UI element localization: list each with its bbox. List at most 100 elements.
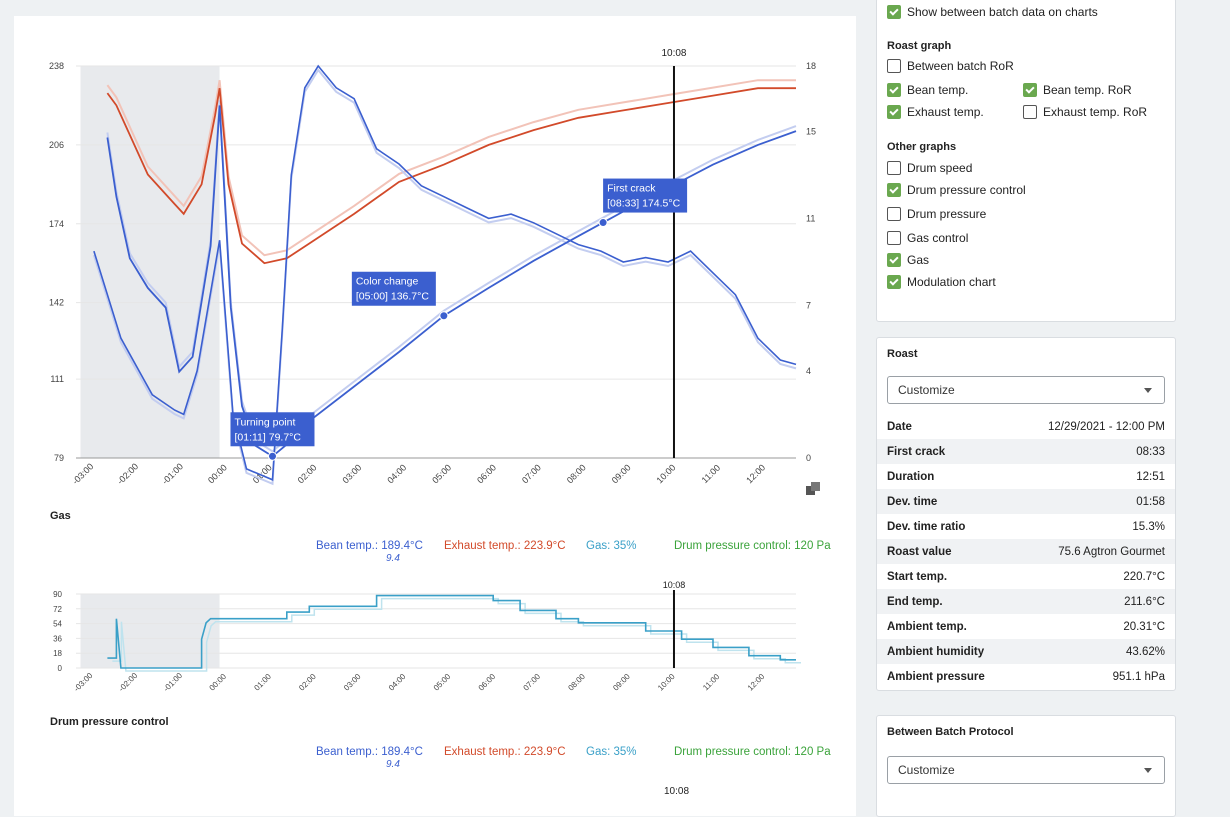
select-value: Customize <box>898 763 955 777</box>
checkbox-bean-temp[interactable]: Bean temp. <box>887 83 968 97</box>
y-right-tick-label: 15 <box>806 126 816 136</box>
table-row: First crack 08:33 <box>877 439 1175 464</box>
checkbox-gas-control[interactable]: Gas control <box>887 231 968 245</box>
y-left-tick-label: 79 <box>54 453 64 463</box>
checkbox-exhaust-temp[interactable]: Exhaust temp. <box>887 105 984 119</box>
chart-options-icon[interactable] <box>806 482 820 496</box>
x-tick-label: 07:00 <box>522 672 543 693</box>
checkbox-drum-speed[interactable]: Drum speed <box>887 161 972 175</box>
legend-bean-temp: Bean temp.: 189.4°C <box>316 540 423 552</box>
x-tick-label: 05:00 <box>430 462 453 485</box>
pre-roast-shaded-area <box>80 66 220 458</box>
checkbox-drum-pressure-control[interactable]: Drum pressure control <box>887 183 1026 197</box>
annotation-label: Color change <box>356 276 419 288</box>
x-tick-label: 10:00 <box>655 462 678 485</box>
checkbox-label: Drum speed <box>907 161 973 175</box>
y-right-tick-label: 4 <box>806 366 811 376</box>
protocol-panel-title: Between Batch Protocol <box>887 726 1014 738</box>
row-value: 211.6°C <box>1124 595 1165 608</box>
y-right-tick-label: 0 <box>806 453 811 463</box>
checkbox-icon <box>887 5 901 19</box>
y-left-tick-label: 111 <box>50 374 64 384</box>
chevron-down-icon <box>1144 388 1152 393</box>
protocol-customize-select[interactable]: Customize <box>887 756 1165 784</box>
x-tick-label: 06:00 <box>477 672 498 693</box>
x-tick-label: 00:00 <box>206 462 229 485</box>
x-tick-label: -03:00 <box>72 671 95 694</box>
gas-legend: Bean temp.: 189.4°C 9.4 Exhaust temp.: 2… <box>14 540 836 570</box>
pre-roast-shaded-area <box>80 594 220 668</box>
table-row: Roast value 75.6 Agtron Gourmet <box>877 539 1175 564</box>
legend-bean-ror: 9.4 <box>386 553 400 564</box>
gas-graph: 0 18 36 54 72 90 -03:00 -02:00 -01:00 00:00 01:00 0… <box>53 580 801 694</box>
y-tick-label: 72 <box>53 605 62 614</box>
y-left-tick-label: 206 <box>49 140 64 150</box>
legend-gas: Gas: 35% <box>586 746 637 758</box>
x-tick-label: 02:00 <box>297 672 318 693</box>
drum-pressure-graph-title: Drum pressure control <box>50 716 169 728</box>
checkbox-label: Bean temp. RoR <box>1043 83 1132 97</box>
checkbox-label: Bean temp. <box>907 83 969 97</box>
checkbox-drum-pressure[interactable]: Drum pressure <box>887 207 986 221</box>
checkbox-icon <box>1023 83 1037 97</box>
x-tick-label: 09:00 <box>610 462 633 485</box>
checkbox-modulation-chart[interactable]: Modulation chart <box>887 275 996 289</box>
x-tick-label: 04:00 <box>385 462 408 485</box>
roast-panel-title: Roast <box>887 348 918 360</box>
checkbox-icon <box>887 183 901 197</box>
checkbox-icon <box>887 275 901 289</box>
legend-exhaust-temp: Exhaust temp.: 223.9°C <box>444 746 566 758</box>
annotation-point <box>439 311 449 321</box>
checkbox-icon <box>887 105 901 119</box>
row-value: 75.6 Agtron Gourmet <box>1058 545 1165 558</box>
legend-bean-temp: Bean temp.: 189.4°C <box>316 746 423 758</box>
table-row: Ambient temp. 20.31°C <box>877 614 1175 639</box>
checkbox-icon <box>887 253 901 267</box>
x-tick-label: 10:00 <box>656 672 677 693</box>
x-tick-label: 12:00 <box>746 672 767 693</box>
checkbox-gas[interactable]: Gas <box>887 253 929 267</box>
annotation-box <box>351 271 436 306</box>
checkbox-show-between-batch[interactable]: Show between batch data on charts <box>887 5 1098 19</box>
row-key: End temp. <box>887 595 943 608</box>
row-value: 15.3% <box>1132 520 1165 533</box>
checkbox-icon <box>1023 105 1037 119</box>
row-key: Roast value <box>887 545 952 558</box>
roast-customize-select[interactable]: Customize <box>887 376 1165 404</box>
row-value: 12:51 <box>1136 470 1165 483</box>
table-row: Dev. time 01:58 <box>877 489 1175 514</box>
y-left-tick-label: 142 <box>49 298 64 308</box>
time-cursor-label: 10:08 <box>663 580 686 590</box>
checkbox-label: Show between batch data on charts <box>907 5 1098 19</box>
annotation-box <box>230 412 315 447</box>
row-value: 43.62% <box>1125 645 1165 658</box>
charts-card: 79 111 142 174 206 238 0 4 7 11 15 18 -03:00 -02:00 -0… <box>14 16 856 816</box>
table-row: End temp. 211.6°C <box>877 589 1175 614</box>
x-tick-label: 08:00 <box>565 462 588 485</box>
x-tick-label: 05:00 <box>432 672 453 693</box>
bean-ror-line <box>93 64 797 481</box>
y-right-tick-label: 7 <box>806 301 811 311</box>
row-key: Duration <box>887 470 935 483</box>
y-tick-label: 36 <box>53 634 62 643</box>
drum-legend: Bean temp.: 189.4°C 9.4 Exhaust temp.: 2… <box>14 746 836 776</box>
checkbox-label: Exhaust temp. RoR <box>1043 105 1148 119</box>
legend-drum-pressure: Drum pressure control: 120 Pa <box>674 746 831 758</box>
checkbox-icon <box>887 83 901 97</box>
checkbox-bean-temp-ror[interactable]: Bean temp. RoR <box>1023 83 1132 97</box>
checkbox-label: Between batch RoR <box>907 59 1014 73</box>
checkbox-exhaust-temp-ror[interactable]: Exhaust temp. RoR <box>1023 105 1147 119</box>
row-key: Ambient humidity <box>887 645 985 658</box>
legend-gas: Gas: 35% <box>586 540 637 552</box>
x-tick-label: -01:00 <box>162 671 185 694</box>
checkbox-between-batch-ror[interactable]: Between batch RoR <box>887 59 1014 73</box>
checkbox-label: Modulation chart <box>907 275 996 289</box>
y-right-tick-label: 18 <box>806 61 816 71</box>
row-value: 220.7°C <box>1123 570 1165 583</box>
y-left-tick-label: 174 <box>49 219 64 229</box>
x-tick-label: 06:00 <box>475 462 498 485</box>
roast-panel: Roast Customize Date 12/29/2021 - 12:00 P… <box>876 337 1176 691</box>
table-row: Duration 12:51 <box>877 464 1175 489</box>
x-tick-label: 04:00 <box>387 672 408 693</box>
between-batch-protocol-panel: Between Batch Protocol Customize <box>876 715 1176 817</box>
